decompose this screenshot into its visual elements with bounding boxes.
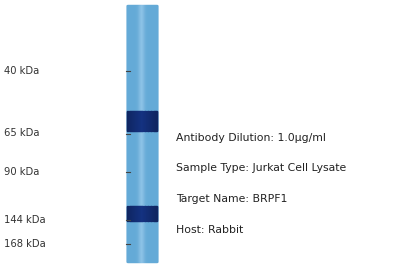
Text: 168 kDa: 168 kDa: [4, 239, 46, 249]
Text: 144 kDa: 144 kDa: [4, 215, 46, 225]
Text: Host: Rabbit: Host: Rabbit: [176, 225, 243, 235]
Text: Target Name: BRPF1: Target Name: BRPF1: [176, 194, 287, 204]
Text: Sample Type: Jurkat Cell Lysate: Sample Type: Jurkat Cell Lysate: [176, 163, 346, 173]
Text: 90 kDa: 90 kDa: [4, 167, 39, 177]
Text: 65 kDa: 65 kDa: [4, 128, 40, 139]
Text: Antibody Dilution: 1.0μg/ml: Antibody Dilution: 1.0μg/ml: [176, 132, 326, 143]
Text: 40 kDa: 40 kDa: [4, 66, 39, 76]
